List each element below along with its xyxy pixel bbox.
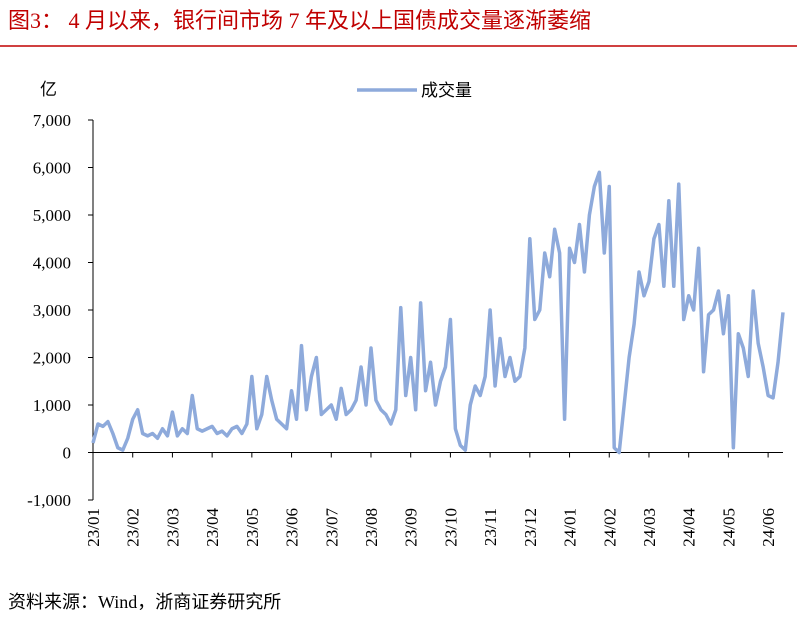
x-tick-label: 24/03 [640,508,659,547]
x-tick-label: 23/06 [283,508,302,547]
x-tick-label: 23/03 [163,508,182,547]
x-tick-label: 23/04 [203,508,222,547]
y-tick-label: 3,000 [33,301,71,320]
x-tick-label: 23/08 [362,508,381,547]
y-tick-label: -1,000 [27,491,71,510]
x-tick-label: 23/10 [441,508,460,547]
x-tick-label: 23/11 [481,508,500,546]
x-tick-label: 24/02 [600,508,619,547]
chart-title: 图3： 4 月以来，银行间市场 7 年及以上国债成交量逐渐萎缩 [8,8,591,33]
x-tick-label: 24/06 [759,508,778,547]
x-tick-label: 24/04 [680,508,699,547]
y-tick-label: 2,000 [33,349,71,368]
x-tick-label: 23/02 [124,508,143,547]
y-tick-label: 6,000 [33,159,71,178]
x-tick-label: 24/05 [719,508,738,547]
source: 资料来源：Wind，浙商证券研究所 [8,592,281,612]
x-tick-label: 23/07 [322,508,341,547]
y-tick-label: 7,000 [33,111,71,130]
y-tick-label: 0 [63,444,72,463]
x-tick-label: 24/01 [561,508,580,547]
x-tick-label: 23/12 [521,508,540,547]
y-tick-label: 4,000 [33,254,71,273]
x-tick-label: 23/01 [84,508,103,547]
y-label: 亿 [40,80,57,99]
x-tick-label: 23/05 [243,508,262,547]
legend-label: 成交量 [421,81,472,100]
data-line [91,170,785,455]
y-tick-label: 1,000 [33,396,71,415]
y-tick-label: 5,000 [33,206,71,225]
x-tick-label: 23/09 [402,508,421,547]
